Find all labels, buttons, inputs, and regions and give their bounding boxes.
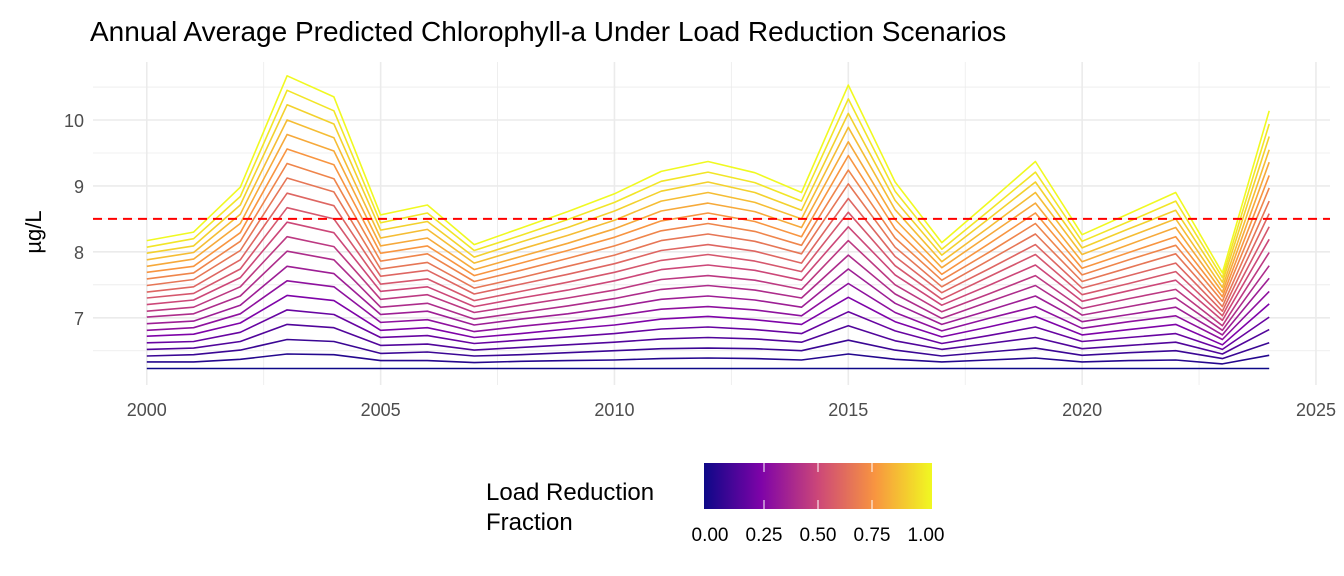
colorbar-tick-label: 1.00 bbox=[908, 525, 945, 546]
series-line-0.30 bbox=[146, 280, 1270, 341]
legend-title-line-2: Fraction bbox=[486, 509, 573, 536]
series-line-0.35 bbox=[146, 265, 1270, 336]
x-tick-label: 2025 bbox=[1296, 400, 1336, 420]
series-line-0.60 bbox=[146, 192, 1270, 312]
series-line-0.70 bbox=[146, 162, 1270, 303]
series-line-0.85 bbox=[146, 119, 1270, 289]
chart-title: Annual Average Predicted Chlorophyll-a U… bbox=[90, 16, 1006, 47]
colorbar-tick-label: 0.25 bbox=[746, 525, 783, 546]
colorbar-tick-label: 0.00 bbox=[692, 525, 729, 546]
x-tick-label: 2015 bbox=[828, 400, 868, 420]
series-line-0.90 bbox=[146, 104, 1270, 283]
legend-title-line-1: Load Reduction bbox=[486, 479, 654, 506]
y-tick-label: 10 bbox=[64, 111, 84, 131]
y-tick-label: 8 bbox=[74, 243, 84, 263]
x-tick-label: 2000 bbox=[127, 400, 167, 420]
y-tick-label: 9 bbox=[74, 177, 84, 197]
y-axis-title: µg/L bbox=[21, 210, 46, 253]
series-line-0.80 bbox=[146, 133, 1270, 293]
x-tick-label: 2010 bbox=[594, 400, 634, 420]
series-line-0.10 bbox=[146, 338, 1270, 360]
colorbar-ticks: 0.00 0.25 0.50 0.75 1.00 bbox=[692, 463, 945, 546]
x-tick-label: 2005 bbox=[361, 400, 401, 420]
series-line-0.20 bbox=[146, 309, 1270, 351]
x-axis: 2000 2005 2010 2015 2020 2025 bbox=[127, 400, 1336, 420]
x-tick-label: 2020 bbox=[1062, 400, 1102, 420]
series-line-0.15 bbox=[146, 323, 1270, 355]
legend: Load Reduction Fraction 0.00 0.25 0.50 0.75… bbox=[486, 463, 944, 546]
colorbar-tick-label: 0.75 bbox=[854, 525, 891, 546]
series-line-0.45 bbox=[146, 235, 1270, 327]
y-axis: 7 8 9 10 bbox=[64, 111, 84, 329]
y-tick-label: 7 bbox=[74, 309, 84, 329]
series-line-1.00 bbox=[146, 75, 1270, 274]
series-line-0.65 bbox=[146, 177, 1270, 308]
series-line-0.50 bbox=[146, 221, 1270, 322]
series-line-0.25 bbox=[146, 294, 1270, 346]
series-lines bbox=[146, 75, 1270, 370]
series-line-0.40 bbox=[146, 250, 1270, 332]
series-line-0.95 bbox=[146, 89, 1270, 279]
series-line-0.05 bbox=[146, 353, 1270, 365]
colorbar-tick-label: 0.50 bbox=[800, 525, 837, 546]
series-line-0.75 bbox=[146, 148, 1270, 298]
